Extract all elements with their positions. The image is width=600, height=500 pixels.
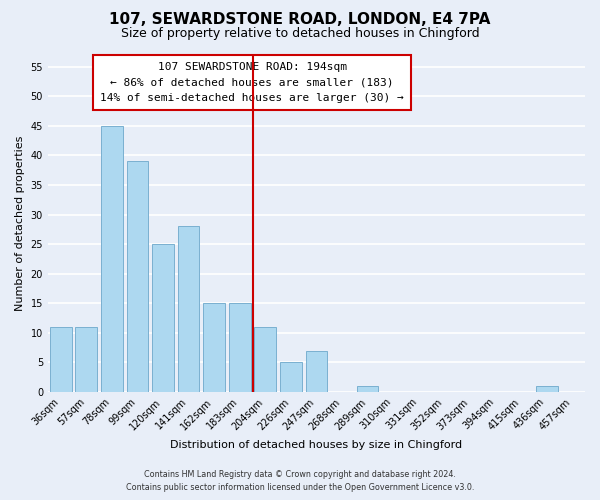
Bar (357, 386, 379, 392)
Bar (203, 303, 225, 392)
Bar (280, 362, 302, 392)
Text: Contains HM Land Registry data © Crown copyright and database right 2024.
Contai: Contains HM Land Registry data © Crown c… (126, 470, 474, 492)
Text: 107 SEWARDSTONE ROAD: 194sqm
← 86% of detached houses are smaller (183)
14% of s: 107 SEWARDSTONE ROAD: 194sqm ← 86% of de… (100, 62, 404, 103)
Bar (178, 226, 199, 392)
Bar (127, 162, 148, 392)
X-axis label: Distribution of detached houses by size in Chingford: Distribution of detached houses by size … (170, 440, 463, 450)
Bar (254, 327, 276, 392)
Text: 107, SEWARDSTONE ROAD, LONDON, E4 7PA: 107, SEWARDSTONE ROAD, LONDON, E4 7PA (109, 12, 491, 28)
Y-axis label: Number of detached properties: Number of detached properties (15, 136, 25, 311)
Bar (50, 327, 71, 392)
Bar (76, 327, 97, 392)
Bar (305, 350, 328, 392)
Bar (152, 244, 174, 392)
Bar (101, 126, 123, 392)
Text: Size of property relative to detached houses in Chingford: Size of property relative to detached ho… (121, 28, 479, 40)
Bar (229, 303, 251, 392)
Bar (536, 386, 557, 392)
